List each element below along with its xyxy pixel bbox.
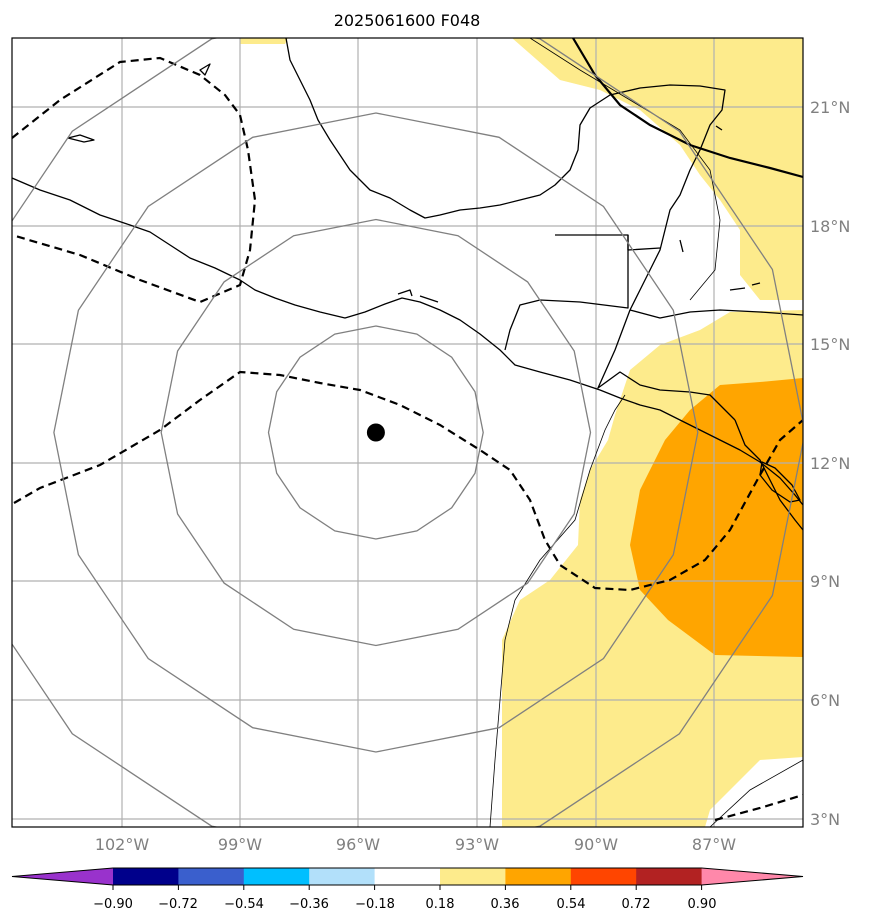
- lon-label: 87°W: [692, 835, 736, 854]
- lat-label: 9°N: [810, 572, 840, 591]
- thin-contour-se: [709, 759, 803, 827]
- caribbean-islands: [679, 125, 761, 291]
- field-orange-core: [630, 378, 803, 657]
- colorbar-tick-label: −0.54: [224, 897, 264, 912]
- longitude-labels: 102°W 99°W 96°W 93°W 90°W 87°W: [95, 835, 736, 854]
- map-panel: [11, 37, 804, 828]
- colorbar-segment: [570, 868, 637, 885]
- border-central: [597, 309, 736, 421]
- range-ring-1: [267, 325, 484, 540]
- colorbar-tick-label: −0.72: [158, 897, 198, 912]
- range-ring-3: [53, 112, 699, 753]
- field-light-yellow-top: [240, 38, 288, 44]
- colorbar-segment: [636, 868, 703, 885]
- colorbar-segment: [309, 868, 376, 885]
- range-ring-4: [12, 38, 803, 827]
- honduras-coast: [629, 309, 803, 319]
- gulf-coast: [285, 38, 726, 311]
- lon-label: 90°W: [574, 835, 618, 854]
- dashed-contours: [12, 56, 803, 822]
- colorbar-segment: [243, 868, 310, 885]
- small-island-2: [199, 63, 211, 76]
- coastal-detail: [397, 289, 439, 303]
- map-frame: [11, 37, 804, 828]
- lon-label: 93°W: [455, 835, 499, 854]
- colorbar-extend-max: [701, 868, 803, 885]
- nicaragua-coast: [734, 419, 803, 531]
- dashed-contour-north: [12, 56, 257, 304]
- colorbar-tick-labels: −0.90 −0.72 −0.54 −0.36 −0.18 0.18 0.36 …: [93, 897, 716, 912]
- bold-boundary-line: [572, 38, 803, 179]
- colorbar-tick-label: −0.18: [355, 897, 395, 912]
- colorbar-segment: [113, 868, 179, 885]
- lat-label: 3°N: [810, 810, 840, 829]
- colorbar: [11, 867, 804, 890]
- lat-label: 18°N: [810, 217, 850, 236]
- colorbar-tick-label: −0.36: [289, 897, 329, 912]
- colorbar-segment: [374, 868, 441, 885]
- lat-label: 12°N: [810, 454, 850, 473]
- dashed-contour-center: [13, 370, 803, 592]
- shaded-field: [240, 38, 803, 827]
- gridlines: [12, 38, 803, 827]
- small-island: [67, 134, 95, 143]
- lat-label: 6°N: [810, 691, 840, 710]
- colorbar-extend-min: [12, 868, 113, 885]
- latitude-labels: 3°N 6°N 9°N 12°N 15°N 18°N 21°N: [810, 98, 850, 829]
- coastlines: [12, 38, 803, 531]
- lake-nicaragua: [759, 461, 801, 503]
- range-rings: [12, 38, 803, 827]
- dashed-contour-se: [714, 793, 803, 822]
- thin-contours: [489, 38, 803, 827]
- border-guat-bel: [627, 235, 661, 251]
- colorbar-segment: [178, 868, 245, 885]
- colorbar-tick-label: 0.90: [688, 897, 717, 912]
- colorbar-segment: [505, 868, 572, 885]
- colorbar-segment: [440, 868, 506, 885]
- map-title: 2025061600 F048: [334, 11, 481, 30]
- colorbar-tick-label: 0.54: [557, 897, 586, 912]
- thin-contour-ne: [529, 38, 721, 301]
- lon-label: 99°W: [218, 835, 262, 854]
- colorbar-tick-label: −0.90: [93, 897, 133, 912]
- colorbar-tick-label: 0.18: [426, 897, 455, 912]
- lon-label: 96°W: [336, 835, 380, 854]
- range-ring-2: [160, 218, 592, 647]
- colorbar-tick-label: 0.72: [622, 897, 651, 912]
- lon-label: 102°W: [95, 835, 150, 854]
- lat-label: 15°N: [810, 335, 850, 354]
- colorbar-tick-label: 0.36: [491, 897, 520, 912]
- lat-label: 21°N: [810, 98, 850, 117]
- storm-center-marker: [366, 423, 385, 442]
- thin-contour-east: [489, 394, 626, 827]
